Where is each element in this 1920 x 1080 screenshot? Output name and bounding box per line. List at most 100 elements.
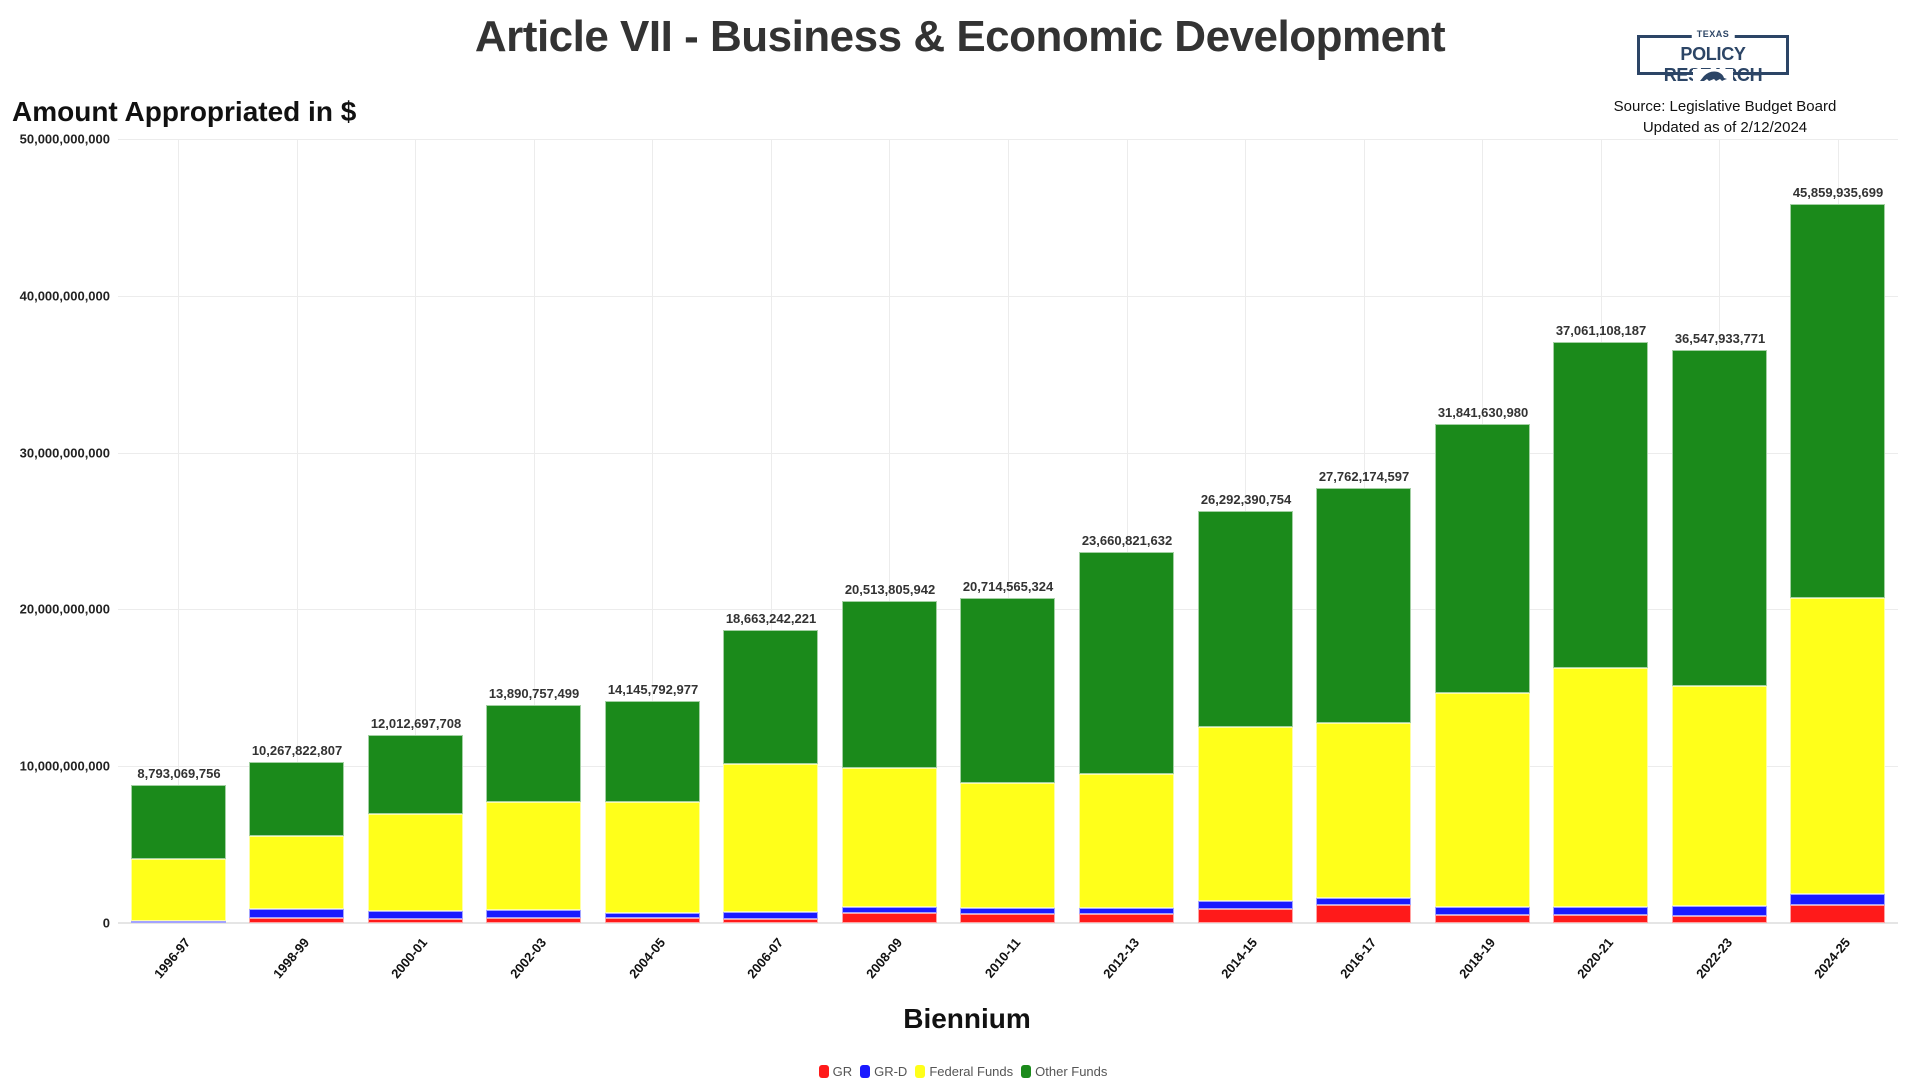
bar-segment-federal-funds[interactable] xyxy=(842,767,937,907)
bar-segment-gr-d[interactable] xyxy=(605,912,700,919)
bar-segment-federal-funds[interactable] xyxy=(723,763,818,913)
x-tick-label: 2020-21 xyxy=(1574,935,1617,982)
gridline-vertical xyxy=(889,139,890,923)
bar-segment-gr[interactable] xyxy=(1316,904,1411,923)
bar-segment-gr-d[interactable] xyxy=(249,909,344,918)
bar-segment-gr[interactable] xyxy=(1790,905,1885,923)
bar-segment-federal-funds[interactable] xyxy=(368,814,463,911)
updated-line: Updated as of 2/12/2024 xyxy=(1642,119,1808,136)
legend-label: Other Funds xyxy=(1035,1064,1108,1079)
bar-segment-other-funds[interactable] xyxy=(605,701,700,802)
armadillo-icon xyxy=(1693,69,1733,81)
bar-segment-other-funds[interactable] xyxy=(1790,203,1885,598)
bar-segment-gr[interactable] xyxy=(249,917,344,923)
bar-segment-federal-funds[interactable] xyxy=(131,859,226,922)
bar-segment-other-funds[interactable] xyxy=(842,601,937,768)
bar-segment-gr-d[interactable] xyxy=(368,910,463,919)
bar-segment-federal-funds[interactable] xyxy=(1672,685,1767,907)
bar-segment-federal-funds[interactable] xyxy=(1198,727,1293,902)
y-axis-title: Amount Appropriated in $ xyxy=(12,96,357,127)
bar-segment-gr[interactable] xyxy=(486,917,581,923)
bar-segment-other-funds[interactable] xyxy=(723,630,818,764)
bar-segment-other-funds[interactable] xyxy=(1316,487,1411,723)
bar-segment-gr[interactable] xyxy=(1435,915,1530,923)
gridline-vertical xyxy=(652,139,653,923)
bar-segment-gr[interactable] xyxy=(368,918,463,923)
bar-segment-other-funds[interactable] xyxy=(1672,349,1767,686)
bar-total-label: 27,762,174,597 xyxy=(1318,468,1410,484)
bar-segment-gr-d[interactable] xyxy=(1198,901,1293,909)
bar-segment-other-funds[interactable] xyxy=(1198,510,1293,728)
bar-segment-gr[interactable] xyxy=(605,918,700,923)
bar-segment-federal-funds[interactable] xyxy=(249,835,344,910)
bar-total-label: 8,793,069,756 xyxy=(137,766,221,782)
bar-total-label: 20,714,565,324 xyxy=(962,579,1054,595)
bar-total-label: 20,513,805,942 xyxy=(844,582,936,598)
bar-segment-gr[interactable] xyxy=(1079,914,1174,923)
bar-segment-gr-d[interactable] xyxy=(842,906,937,914)
bar-segment-gr[interactable] xyxy=(1672,915,1767,923)
bar-total-label: 36,547,933,771 xyxy=(1674,330,1766,346)
bar-total-label: 12,012,697,708 xyxy=(370,715,462,731)
bar-segment-gr[interactable] xyxy=(1198,908,1293,923)
y-tick-label: 30,000,000,000 xyxy=(19,445,110,461)
bar-total-label: 23,660,821,632 xyxy=(1081,532,1173,548)
x-tick-label: 2004-05 xyxy=(625,935,668,982)
bar-segment-other-funds[interactable] xyxy=(960,598,1055,783)
bar-segment-gr[interactable] xyxy=(723,919,818,923)
bar-segment-federal-funds[interactable] xyxy=(605,801,700,913)
bar-segment-gr-d[interactable] xyxy=(1553,906,1648,916)
bar-segment-federal-funds[interactable] xyxy=(1790,597,1885,894)
x-tick-label: 2000-01 xyxy=(388,935,431,982)
legend-swatch-icon xyxy=(860,1065,871,1078)
x-tick-label: 2018-19 xyxy=(1455,935,1498,982)
x-tick-label: 2022-23 xyxy=(1692,935,1735,982)
chart-title: Article VII - Business & Economic Develo… xyxy=(474,12,1446,61)
bar-segment-other-funds[interactable] xyxy=(1435,423,1530,694)
legend-item-other-funds[interactable]: Other Funds xyxy=(1021,1064,1107,1079)
bar-segment-gr-d[interactable] xyxy=(486,910,581,918)
bar-segment-gr-d[interactable] xyxy=(1672,906,1767,916)
x-tick-label: 1996-97 xyxy=(151,935,194,982)
bar-total-label: 18,663,242,221 xyxy=(725,611,817,627)
bar-segment-gr-d[interactable] xyxy=(723,912,818,920)
bar-segment-gr-d[interactable] xyxy=(131,921,226,924)
bar-segment-federal-funds[interactable] xyxy=(1553,668,1648,907)
legend-item-gr[interactable]: GR xyxy=(818,1064,852,1079)
y-tick-label: 0 xyxy=(102,915,110,931)
bar-segment-gr-d[interactable] xyxy=(1790,893,1885,906)
legend-item-federal-funds[interactable]: Federal Funds xyxy=(915,1064,1013,1079)
bar-segment-other-funds[interactable] xyxy=(1553,341,1648,669)
bar-segment-federal-funds[interactable] xyxy=(960,782,1055,908)
bar-segment-gr-d[interactable] xyxy=(1316,897,1411,905)
bar-total-label: 13,890,757,499 xyxy=(488,686,580,702)
bar-segment-federal-funds[interactable] xyxy=(1316,722,1411,898)
bar-segment-gr-d[interactable] xyxy=(1079,908,1174,915)
bar-segment-other-funds[interactable] xyxy=(368,734,463,815)
bar-segment-gr[interactable] xyxy=(842,913,937,923)
bar-segment-other-funds[interactable] xyxy=(1079,551,1174,775)
bar-segment-gr[interactable] xyxy=(1553,915,1648,923)
legend: GR GR-D Federal Funds Other Funds xyxy=(0,1064,1920,1079)
legend-item-gr-d[interactable]: GR-D xyxy=(860,1064,907,1079)
gridline-vertical xyxy=(415,139,416,923)
y-tick-label: 40,000,000,000 xyxy=(19,288,110,304)
bar-total-label: 45,859,935,699 xyxy=(1792,184,1884,200)
bar-segment-other-funds[interactable] xyxy=(131,785,226,859)
legend-label: Federal Funds xyxy=(929,1064,1014,1079)
x-tick-label: 2024-25 xyxy=(1811,935,1854,982)
bar-segment-gr-d[interactable] xyxy=(960,907,1055,915)
x-tick-label: 2016-17 xyxy=(1337,935,1380,982)
bar-segment-other-funds[interactable] xyxy=(249,762,344,836)
bar-segment-federal-funds[interactable] xyxy=(1435,693,1530,907)
bar-segment-other-funds[interactable] xyxy=(486,705,581,802)
logo-texas-text: TEXAS xyxy=(1691,29,1735,39)
bar-segment-federal-funds[interactable] xyxy=(1079,774,1174,909)
x-axis-baseline xyxy=(118,922,1898,924)
x-tick-label: 2014-15 xyxy=(1218,935,1261,982)
bar-segment-gr-d[interactable] xyxy=(1435,907,1530,916)
bar-segment-gr[interactable] xyxy=(960,914,1055,923)
bar-total-label: 37,061,108,187 xyxy=(1555,322,1647,338)
bar-segment-federal-funds[interactable] xyxy=(486,801,581,911)
